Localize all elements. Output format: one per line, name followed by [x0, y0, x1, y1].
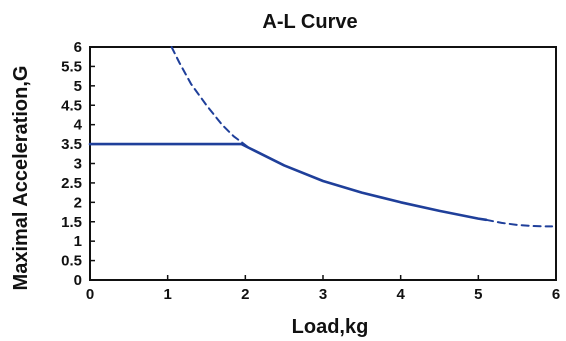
x-tick-label: 5 — [474, 286, 482, 303]
y-tick-label: 2 — [74, 194, 82, 211]
dashed-series-line-1 — [170, 46, 251, 149]
x-axis-label: Load,kg — [292, 316, 369, 338]
x-tick-label: 3 — [319, 286, 327, 303]
y-tick-label: 1 — [74, 233, 82, 250]
plot-area: 0 1 2 3 4 5 600.511.522.533.544.555.56 — [61, 39, 560, 303]
dashed-series-line-2 — [485, 218, 554, 228]
x-tick-label: 4 — [396, 286, 405, 303]
y-axis-label: Maximal Acceleration,G — [10, 66, 32, 291]
y-tick-label: 0.5 — [61, 253, 82, 270]
chart-title: A-L Curve — [262, 11, 357, 33]
plot-frame — [89, 46, 557, 281]
x-tick-label: 6 — [552, 286, 560, 303]
x-tick-label: 0 — [86, 286, 94, 303]
y-tick-label: 3.5 — [61, 136, 82, 153]
y-tick-label: 2.5 — [61, 175, 82, 192]
y-tick-label: 5.5 — [61, 58, 82, 75]
x-tick-label: 1 — [163, 286, 171, 303]
y-tick-label: 3 — [74, 156, 82, 173]
y-tick-label: 6 — [74, 39, 82, 56]
y-tick-label: 0 — [74, 272, 82, 289]
solid-series-line — [88, 142, 488, 222]
x-tick-label: 2 — [241, 286, 249, 303]
y-tick-label: 4 — [74, 117, 83, 134]
y-tick-label: 5 — [74, 78, 82, 95]
y-tick-label: 1.5 — [61, 214, 82, 231]
y-tick-label: 4.5 — [61, 97, 82, 114]
